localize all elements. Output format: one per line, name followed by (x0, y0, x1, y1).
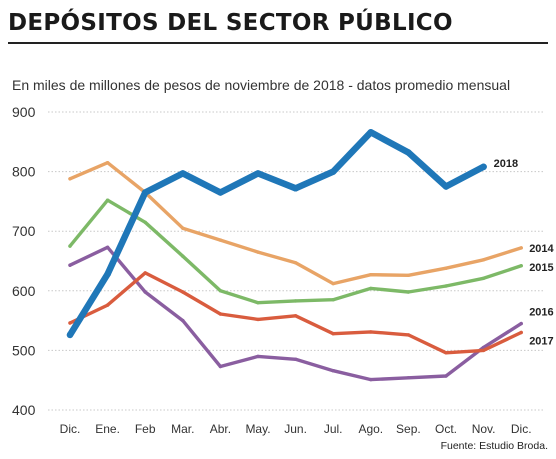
data-point-2017 (519, 330, 523, 335)
y-tick-label: 700 (12, 223, 36, 239)
chart-subtitle: En miles de millones de pesos de noviemb… (12, 77, 511, 93)
data-point-2014 (444, 266, 448, 270)
data-point-2018 (254, 170, 262, 177)
data-point-2018 (367, 129, 374, 136)
x-tick-label: Ago. (358, 422, 383, 436)
series-label-2017: 2017 (529, 336, 553, 348)
data-point-2018 (330, 168, 337, 175)
data-point-2014 (256, 250, 260, 254)
data-point-2014 (481, 258, 486, 262)
data-point-2016 (519, 321, 523, 326)
data-point-2018 (405, 149, 412, 156)
x-tick-label: Dic. (511, 422, 532, 436)
data-point-2015 (481, 276, 486, 280)
data-point-2017 (218, 312, 223, 316)
data-point-2015 (331, 298, 335, 302)
x-tick-label: Nov. (472, 422, 496, 436)
data-point-2016 (331, 369, 335, 373)
data-point-2017 (331, 332, 335, 336)
data-point-2017 (293, 314, 298, 318)
data-point-2014 (519, 246, 523, 250)
x-tick-label: Jun. (284, 422, 307, 436)
data-point-2014 (181, 226, 185, 230)
data-point-2016 (143, 290, 147, 294)
data-point-2015 (369, 286, 373, 291)
y-tick-label: 600 (12, 283, 36, 299)
data-point-2017 (181, 290, 185, 294)
x-tick-label: Dic. (60, 422, 81, 436)
data-point-2017 (143, 271, 147, 275)
x-tick-label: Mar. (171, 422, 194, 436)
data-point-2014 (369, 273, 373, 277)
source-note: Fuente: Estudio Broda. (440, 440, 548, 452)
data-point-2017 (481, 348, 486, 353)
data-point-2017 (444, 351, 448, 355)
data-point-2014 (293, 261, 298, 265)
y-tick-label: 500 (12, 342, 36, 358)
title-bar: DEPÓSITOS DEL SECTOR PÚBLICO (8, 8, 548, 44)
series-label-2018: 2018 (494, 158, 518, 170)
data-point-2016 (181, 318, 185, 323)
series-label-2014: 2014 (529, 243, 554, 255)
data-point-2016 (369, 377, 373, 382)
data-point-2014 (68, 177, 72, 181)
data-point-2018 (179, 170, 186, 177)
chart-title: DEPÓSITOS DEL SECTOR PÚBLICO (8, 10, 453, 36)
data-point-2017 (68, 321, 72, 325)
data-point-2016 (293, 357, 298, 361)
data-point-2017 (369, 330, 373, 334)
x-tick-label: Jul. (324, 422, 343, 436)
data-point-2018 (442, 183, 450, 190)
data-point-2015 (143, 220, 147, 224)
y-tick-label: 900 (12, 104, 36, 120)
data-point-2018 (217, 189, 224, 196)
data-point-2016 (68, 263, 72, 267)
data-point-2017 (256, 317, 260, 322)
data-point-2014 (218, 238, 223, 242)
data-point-2016 (218, 364, 223, 369)
data-point-2016 (256, 354, 260, 359)
data-point-2018 (66, 331, 74, 339)
data-point-2018 (142, 189, 149, 196)
data-point-2018 (104, 270, 111, 278)
y-tick-label: 800 (12, 164, 36, 180)
x-tick-label: Sep. (396, 422, 421, 436)
y-tick-label: 400 (12, 402, 36, 418)
data-point-2015 (181, 254, 185, 258)
data-point-2014 (406, 273, 411, 277)
series-label-2015: 2015 (529, 262, 553, 274)
data-point-2014 (105, 161, 110, 165)
data-point-2015 (519, 264, 523, 268)
x-tick-label: Oct. (435, 422, 457, 436)
data-point-2015 (256, 301, 260, 305)
data-point-2015 (406, 290, 411, 294)
x-tick-label: Ene. (95, 422, 120, 436)
data-point-2015 (444, 284, 448, 288)
data-point-2017 (406, 333, 411, 337)
series-line-2018 (66, 129, 487, 339)
data-point-2014 (331, 281, 335, 286)
x-tick-label: May. (245, 422, 270, 436)
series-label-2016: 2016 (529, 307, 553, 319)
data-point-2016 (444, 374, 448, 378)
data-point-2017 (105, 303, 110, 307)
data-point-2018 (292, 185, 299, 192)
data-point-2018 (480, 163, 487, 170)
x-tick-label: Feb (135, 422, 156, 436)
data-point-2015 (68, 244, 72, 248)
x-tick-label: Abr. (210, 422, 231, 436)
data-point-2015 (105, 198, 110, 202)
data-point-2015 (218, 289, 223, 293)
data-point-2016 (105, 245, 110, 249)
data-point-2016 (406, 376, 411, 380)
data-point-2015 (293, 299, 298, 303)
